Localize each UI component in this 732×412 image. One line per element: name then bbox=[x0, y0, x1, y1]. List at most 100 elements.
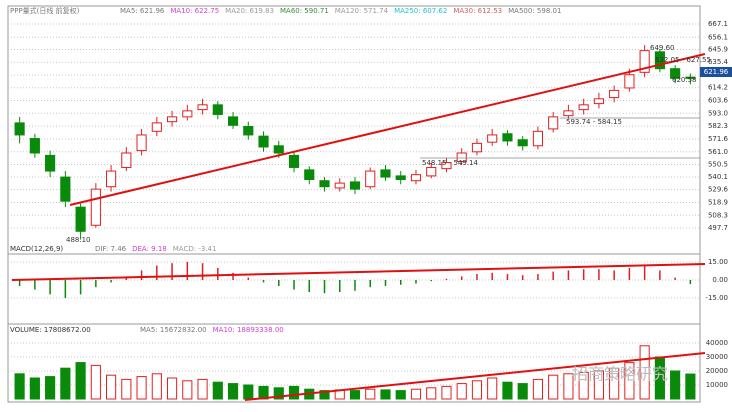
annotation: 632.05 - 627.55 bbox=[655, 56, 711, 64]
watermark: 招商策略研究 bbox=[572, 365, 668, 384]
volume-bar bbox=[121, 378, 132, 400]
volume-bar bbox=[456, 383, 467, 400]
candle-body bbox=[121, 152, 132, 168]
volume-bar bbox=[578, 371, 589, 400]
volume-bar bbox=[365, 388, 376, 400]
candle-body bbox=[426, 166, 437, 177]
candle-body bbox=[456, 152, 467, 162]
legend-item: MA5: 621.96 bbox=[120, 7, 165, 15]
volume-bar bbox=[319, 390, 330, 400]
candle-body bbox=[380, 169, 391, 178]
volume-bar bbox=[670, 370, 681, 400]
y-tick-label: 614.2 bbox=[708, 84, 728, 92]
volume-bar bbox=[685, 373, 696, 400]
volume-bar bbox=[609, 367, 620, 400]
y-tick-label: 561.0 bbox=[708, 148, 728, 156]
y-tick-label: 571.6 bbox=[708, 135, 729, 143]
candle-body bbox=[349, 181, 361, 190]
candle-body bbox=[502, 133, 513, 142]
candle-body bbox=[197, 104, 208, 111]
candle-body bbox=[410, 174, 422, 182]
volume-bar bbox=[380, 389, 391, 400]
legend-item: MA5: 15672832.00 bbox=[140, 326, 207, 334]
volume-bar bbox=[29, 377, 40, 400]
volume-bar bbox=[624, 362, 635, 400]
volume-bar bbox=[487, 377, 498, 400]
candle-body bbox=[563, 110, 574, 117]
trend-line bbox=[244, 352, 706, 401]
candle-body bbox=[639, 50, 650, 73]
candle-body bbox=[212, 104, 223, 115]
candle-body bbox=[151, 122, 162, 132]
candle-body bbox=[365, 170, 376, 188]
candle-body bbox=[14, 122, 25, 136]
y-tick-label: 15.00 bbox=[708, 258, 728, 266]
volume-bar bbox=[410, 388, 422, 400]
y-tick-label: 593.0 bbox=[708, 109, 728, 117]
frame bbox=[7, 5, 701, 403]
legend-item: MA500: 598.01 bbox=[508, 7, 561, 15]
candle-body bbox=[288, 154, 300, 168]
legend-item: MA10: 18893338.00 bbox=[213, 326, 284, 334]
trend-line bbox=[69, 53, 706, 206]
volume-bar bbox=[532, 378, 544, 400]
volume-bar bbox=[593, 370, 604, 400]
candle-body bbox=[106, 170, 117, 188]
candle-body bbox=[182, 110, 193, 118]
plots: 667.1656.1645.9635.4624.8614.2603.6593.0… bbox=[8, 7, 729, 400]
volume-bar bbox=[273, 387, 284, 400]
volume-bar bbox=[288, 385, 300, 400]
y-tick-label: 508.3 bbox=[708, 211, 728, 219]
candle-body bbox=[654, 51, 665, 70]
volume-bar bbox=[60, 367, 71, 400]
annotation: 593.74 - 584.15 bbox=[566, 118, 622, 126]
candle-body bbox=[319, 180, 330, 188]
legend-item: MACD: -3.41 bbox=[173, 245, 217, 253]
candle-body bbox=[90, 188, 101, 226]
y-tick-label: 30000 bbox=[706, 353, 728, 361]
volume-bar bbox=[166, 377, 178, 400]
volume-bar bbox=[243, 384, 254, 400]
volume-bar bbox=[212, 381, 223, 400]
y-tick-label: 645.9 bbox=[708, 46, 728, 54]
annotation: 548.15 - 549.14 bbox=[422, 159, 479, 167]
y-tick-label: 20000 bbox=[706, 367, 728, 375]
y-tick-label: 635.4 bbox=[708, 58, 729, 66]
y-tick-label: 550.5 bbox=[708, 160, 728, 168]
volume-bar bbox=[517, 383, 528, 400]
candle-body bbox=[60, 176, 71, 202]
candle-body bbox=[29, 138, 40, 154]
y-tick-label: 40000 bbox=[706, 339, 728, 347]
annotation: 620.58 bbox=[672, 76, 697, 84]
volume-bar bbox=[349, 390, 361, 400]
legend-item: MA20: 619.83 bbox=[225, 7, 274, 15]
volume-bar bbox=[502, 381, 513, 400]
candle-body bbox=[166, 116, 178, 123]
volume-bar bbox=[151, 373, 162, 400]
legend-item: MA30: 612.53 bbox=[453, 7, 502, 15]
candle-body bbox=[45, 154, 56, 172]
price-title: PPP量式(日线 前复权) bbox=[10, 6, 80, 15]
candle-body bbox=[487, 134, 498, 143]
y-tick-label: 540.1 bbox=[708, 173, 728, 181]
legend-item: DIF: 7.46 bbox=[95, 245, 127, 253]
volume-bar bbox=[106, 374, 117, 400]
volume-bar bbox=[45, 376, 56, 400]
y-tick-label: 10000 bbox=[706, 381, 728, 389]
y-tick-label: 667.1 bbox=[708, 20, 728, 28]
trend-line bbox=[11, 263, 706, 281]
y-tick-label: 518.9 bbox=[708, 199, 728, 207]
legend-item: MA10: 622.75 bbox=[170, 7, 219, 15]
y-tick-label: 529.6 bbox=[708, 186, 729, 194]
legend-item: MA250: 607.62 bbox=[394, 7, 447, 15]
candle-body bbox=[273, 145, 284, 154]
candle-body bbox=[395, 175, 406, 180]
candle-body bbox=[685, 76, 696, 79]
candle-body bbox=[227, 116, 239, 126]
y-tick-label: 582.3 bbox=[708, 122, 728, 130]
candle-body bbox=[471, 142, 483, 153]
candle-body bbox=[304, 169, 315, 180]
price-tag-label: 621.96 bbox=[704, 68, 729, 76]
y-tick-label: 603.6 bbox=[708, 96, 729, 104]
